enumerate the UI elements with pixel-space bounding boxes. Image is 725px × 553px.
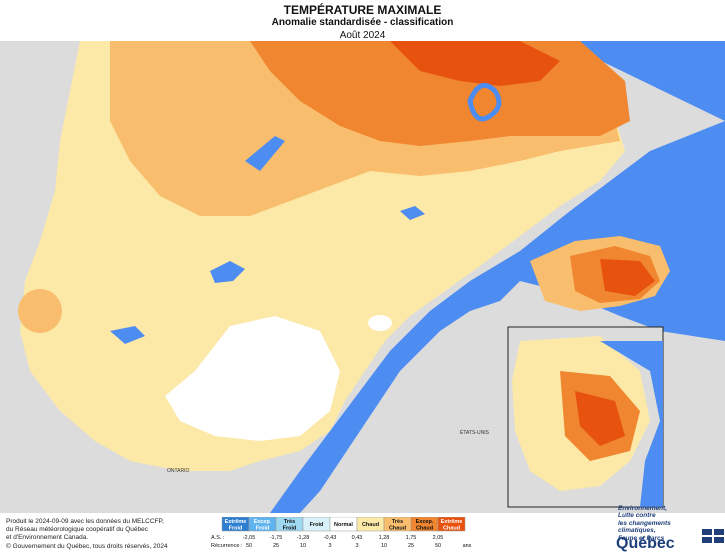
lake-west (110, 326, 145, 344)
st-lawrence-gulf (270, 41, 725, 513)
region-normal (165, 316, 340, 441)
legend-class-label: Chaud (416, 526, 433, 532)
credit-line: du Réseau météorologique coopératif du Q… (6, 526, 149, 533)
label-ontario: ONTARIO (167, 468, 190, 474)
legend-class-label: Très (392, 519, 403, 525)
legend-as-label: A.S. : (211, 535, 225, 541)
region-extreme-chaud-gaspesie (600, 259, 655, 296)
legend-as-value: 0,43 (352, 535, 363, 541)
legend-as-value: -1,75 (270, 535, 283, 541)
legend-class-label: Chaud (389, 526, 406, 532)
temperature-anomaly-map: ONTARIO ÉTATS-UNIS (0, 41, 725, 513)
copyright: © Gouvernement du Québec, tous droits ré… (6, 543, 168, 550)
ministry-line: Environnement, (618, 505, 668, 512)
legend-recurrence-value: 50 (246, 543, 252, 549)
legend-class-label: Extrême (225, 519, 247, 525)
legend-class-label: Normal (334, 522, 353, 528)
legend-as-value: -2,05 (243, 535, 256, 541)
ministry-line: Faune et Parcs (618, 534, 665, 542)
map-subtitle: Anomalie standardisée - classification (271, 17, 454, 28)
legend-as-value: 1,75 (406, 535, 417, 541)
ministry-line: Lutte contre (618, 512, 656, 520)
ministry-line: climatiques, (618, 527, 656, 535)
manicouagan-reservoir (467, 82, 502, 122)
legend-class-label: Froid (229, 526, 243, 532)
reservoir-gouin (210, 261, 245, 283)
region-tres-chaud-west (18, 289, 62, 333)
legend-class-label: Chaud (362, 522, 379, 528)
region-extreme-chaud-north (390, 41, 560, 86)
map-title: TEMPÉRATURE MAXIMALE (283, 3, 442, 17)
region-normal-small (368, 315, 392, 331)
legend-as-value: 1,28 (379, 535, 390, 541)
legend-class-label: Froid (310, 522, 324, 528)
legend-recurrence-unit: ans (463, 543, 472, 549)
legend-class-label: Froid (256, 526, 270, 532)
quebec-flag-icon (702, 529, 724, 543)
legend-recurrence-value: 10 (381, 543, 387, 549)
inset-extreme-chaud (575, 391, 625, 446)
credit-line: Produit le 2024-09-09 avec les données d… (6, 518, 164, 525)
legend-class-label: Froid (283, 526, 297, 532)
credits: Produit le 2024-09-09 avec les données d… (6, 518, 164, 542)
inset-water (600, 341, 663, 507)
quebec-wordmark: Québec (616, 535, 675, 552)
legend-recurrence-value: 25 (273, 543, 279, 549)
ministry-name: Environnement, Lutte contre les changeme… (618, 505, 671, 542)
legend-recurrence-value: 10 (300, 543, 306, 549)
legend-swatch (437, 517, 466, 532)
legend-class-label: Chaud (443, 526, 460, 532)
legend-recurrence-value: 50 (435, 543, 441, 549)
legend-recurrence-value: 3 (328, 543, 331, 549)
legend-class-label: Excep. (416, 519, 434, 525)
lake-mistassini (245, 136, 285, 171)
legend-class-label: Excep. (254, 519, 272, 525)
legend-as-value: -0,43 (324, 535, 337, 541)
quebec-logo: Environnement, Lutte contre les changeme… (606, 500, 725, 552)
legend-recurrence-value: 25 (408, 543, 414, 549)
legend-as-value: 2,05 (433, 535, 444, 541)
legend-class-label: Extrême (441, 519, 463, 525)
legend-recurrence-value: 3 (355, 543, 358, 549)
legend-class-label: Très (284, 519, 295, 525)
legend-recurrence-label: Récurrence : (211, 543, 243, 549)
map-period: Août 2024 (339, 30, 386, 41)
ministry-line: les changements (618, 519, 671, 527)
lac-saint-jean (400, 206, 425, 220)
credit-line: et d'Environnement Canada. (6, 534, 89, 541)
legend-as-value: -1,28 (297, 535, 310, 541)
label-etats-unis: ÉTATS-UNIS (460, 429, 490, 436)
